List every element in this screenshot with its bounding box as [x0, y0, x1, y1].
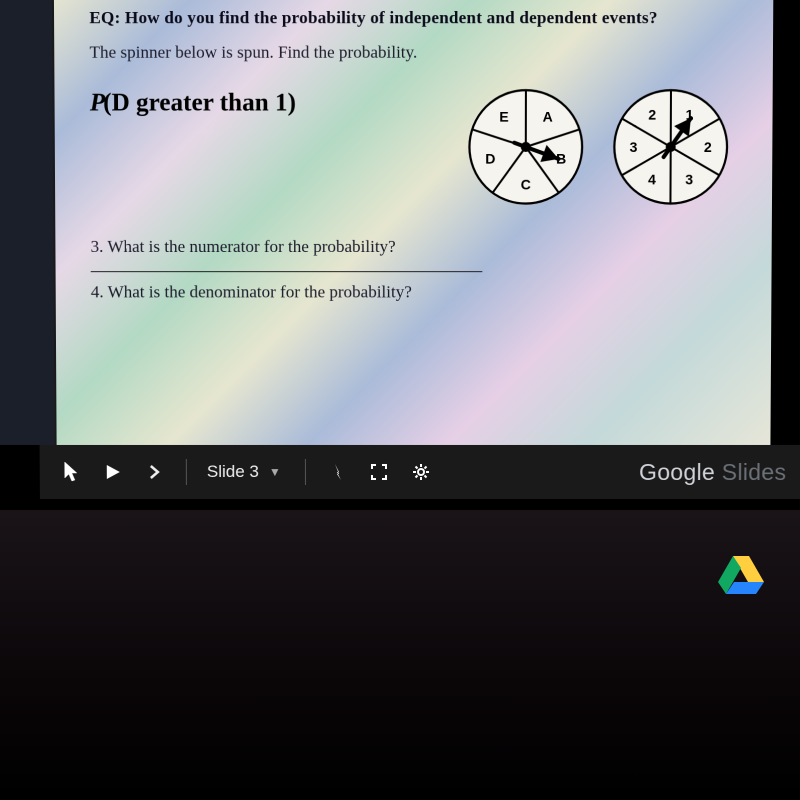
- spinner-numbers: 123432: [609, 85, 732, 208]
- svg-text:D: D: [485, 150, 495, 166]
- svg-text:2: 2: [704, 139, 712, 155]
- question-4: 4. What is the denominator for the proba…: [91, 282, 742, 302]
- question-divider: [91, 271, 483, 272]
- slide-content: EQ: How do you find the probability of i…: [52, 0, 773, 445]
- probability-row: P(D greater than 1) ABCDE 123432: [90, 85, 743, 208]
- svg-text:3: 3: [630, 139, 638, 155]
- fullscreen-button[interactable]: [362, 455, 396, 489]
- slide-picker[interactable]: Slide 3 ▼: [201, 462, 291, 482]
- qa-button[interactable]: [320, 455, 354, 489]
- svg-text:E: E: [499, 109, 508, 125]
- expr-body: (D greater than 1): [103, 89, 296, 116]
- left-gutter: [0, 0, 55, 445]
- settings-button[interactable]: [404, 455, 438, 489]
- brand-google: Google: [639, 458, 715, 484]
- svg-text:C: C: [521, 176, 531, 192]
- google-slides-brand: Google Slides: [639, 458, 786, 485]
- chevron-down-icon: ▼: [269, 465, 281, 479]
- svg-text:2: 2: [648, 106, 656, 122]
- instruction-text: The spinner below is spun. Find the prob…: [89, 42, 742, 62]
- spinner-group: ABCDE 123432: [464, 85, 732, 208]
- google-drive-icon: [718, 554, 764, 594]
- eq-prefix: EQ:: [89, 8, 125, 27]
- slide-number-label: Slide 3: [207, 462, 259, 482]
- toolbar-separator: [186, 459, 187, 485]
- essential-question: EQ: How do you find the probability of i…: [89, 8, 743, 28]
- svg-text:4: 4: [648, 171, 656, 187]
- pointer-tool-button[interactable]: [54, 455, 88, 489]
- brand-slides: Slides: [715, 458, 786, 484]
- svg-text:3: 3: [685, 171, 693, 187]
- next-button[interactable]: [138, 455, 172, 489]
- play-button[interactable]: [96, 455, 130, 489]
- question-3: 3. What is the numerator for the probabi…: [91, 237, 742, 257]
- presenter-toolbar: Slide 3 ▼ Google Slides: [40, 445, 800, 499]
- eq-text: How do you find the probability of indep…: [125, 8, 658, 27]
- presentation-screen: EQ: How do you find the probability of i…: [0, 0, 800, 510]
- svg-text:A: A: [543, 109, 553, 125]
- desk-surface: [0, 510, 800, 800]
- probability-expression: P(D greater than 1): [90, 89, 296, 117]
- spinner-letters: ABCDE: [464, 85, 587, 208]
- toolbar-separator: [305, 459, 306, 485]
